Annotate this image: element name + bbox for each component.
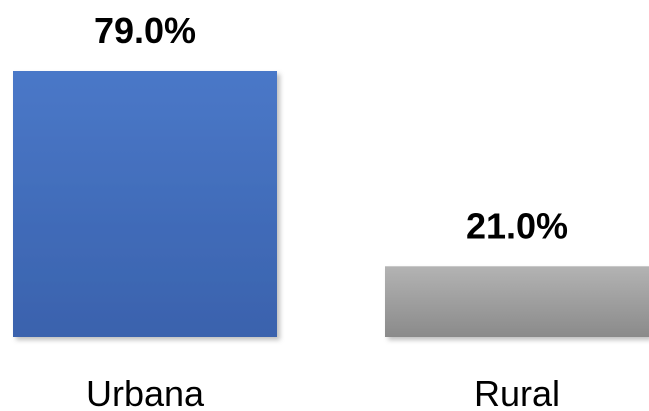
data-labels-group: 79.0% 21.0% [94, 10, 568, 246]
bar-urbana [13, 71, 277, 337]
bars-group [13, 71, 649, 337]
category-label-rural: Rural [474, 373, 560, 411]
category-axis-labels: Urbana Rural [86, 373, 560, 411]
data-label-rural: 21.0% [466, 205, 568, 246]
bar-rural [385, 266, 649, 337]
category-label-urbana: Urbana [86, 373, 205, 411]
data-label-urbana: 79.0% [94, 10, 196, 51]
